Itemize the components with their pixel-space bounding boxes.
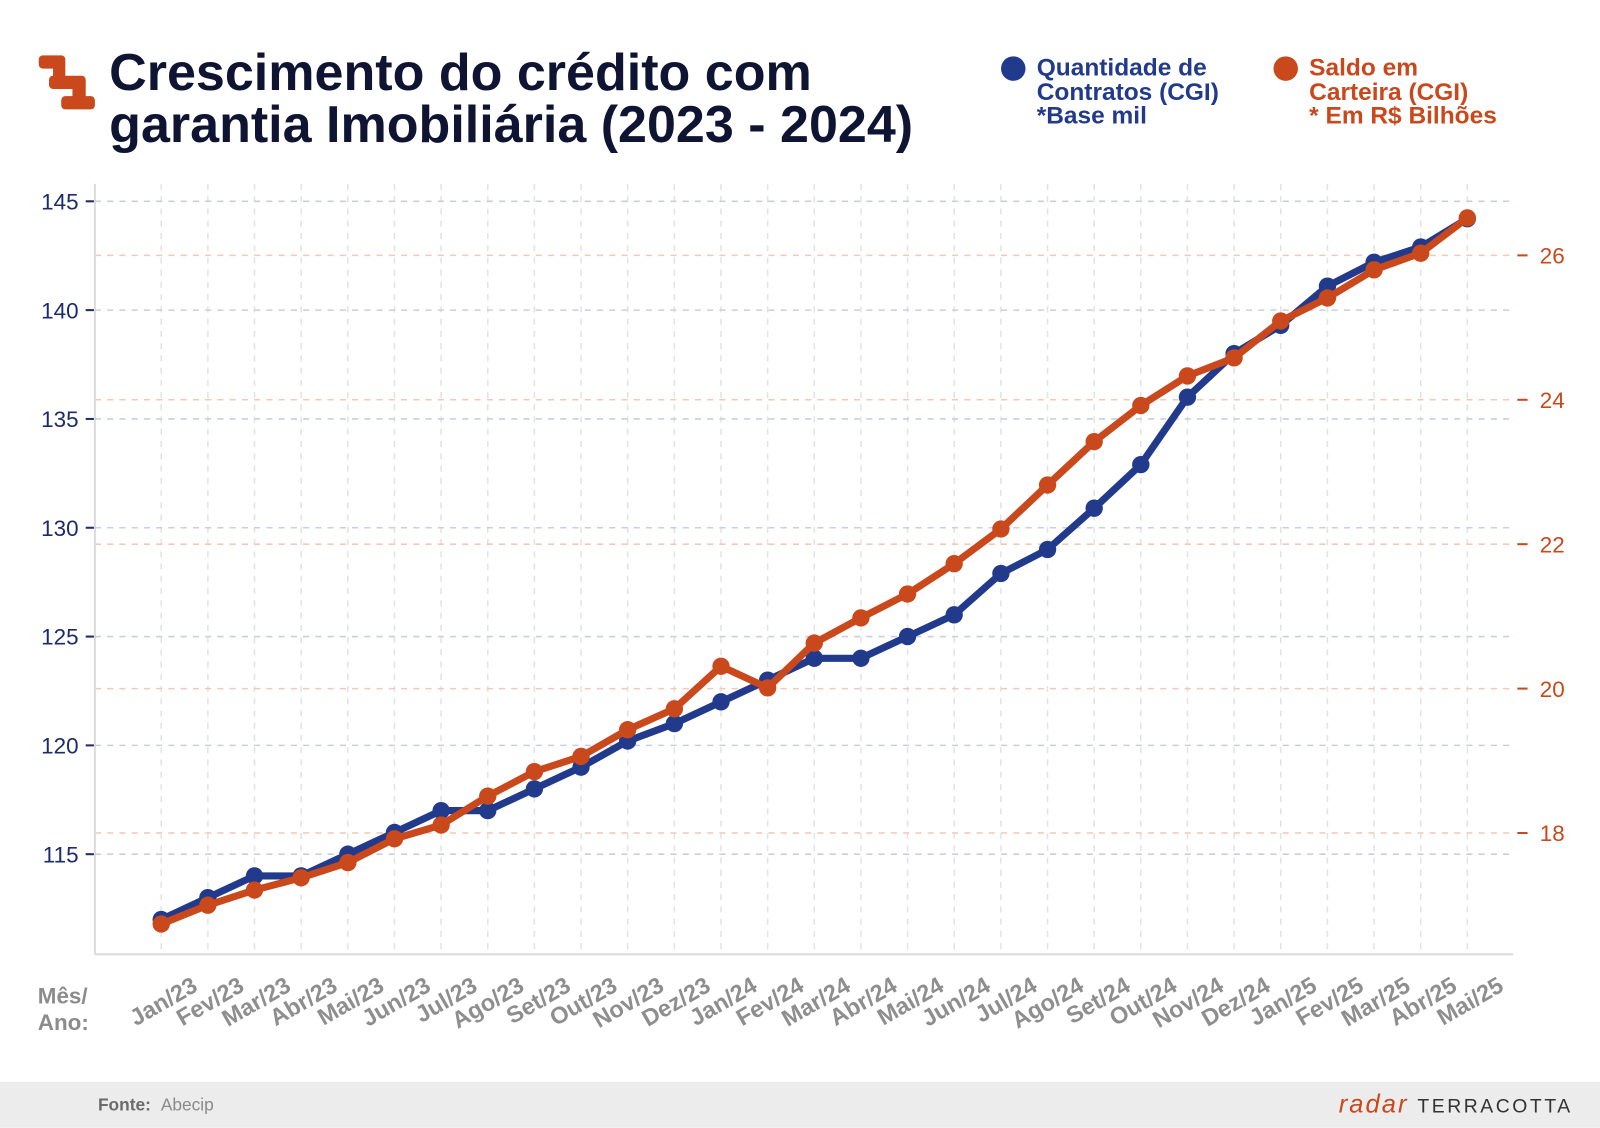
legend-label-saldo-line-1: Saldo em — [1309, 55, 1418, 82]
data-point-contratos-dez-23 — [665, 714, 684, 733]
legend-label-contratos-line-3: *Base mil — [1037, 103, 1147, 130]
x-axis-title-line-1: Mês/ — [38, 983, 89, 1008]
data-point-saldo-set-23 — [525, 762, 544, 781]
data-point-saldo-jan-24 — [712, 657, 730, 675]
data-point-contratos-jun-24 — [945, 606, 963, 624]
source-label: Fonte: — [98, 1094, 151, 1114]
data-point-saldo-mar-24 — [805, 634, 823, 652]
data-point-saldo-abr-25 — [1412, 244, 1430, 262]
legend-label-contratos-line-1: Quantidade de — [1037, 55, 1207, 82]
data-point-saldo-out-24 — [1132, 396, 1150, 415]
data-point-saldo-mai-23 — [339, 853, 357, 872]
data-point-saldo-jan-25 — [1272, 312, 1290, 330]
legend-marker-contratos — [1001, 56, 1026, 81]
data-point-contratos-set-23 — [525, 780, 544, 798]
chart-title-line-2: garantia Imobiliária (2023 - 2024) — [109, 96, 913, 154]
data-point-saldo-jul-23 — [432, 816, 450, 834]
data-point-saldo-dez-24 — [1225, 349, 1243, 367]
data-point-saldo-set-24 — [1085, 432, 1103, 451]
y-left-tick-label-140: 140 — [41, 298, 78, 323]
legend-item-saldo: Saldo em Carteira (CGI) * Em R$ Bilhões — [1273, 55, 1497, 130]
y-left-tick-label-135: 135 — [41, 407, 78, 432]
y-left-tick-label-145: 145 — [41, 189, 78, 214]
data-point-saldo-ago-24 — [1038, 476, 1057, 494]
footer-band — [0, 1081, 1600, 1128]
data-point-contratos-ago-23 — [479, 801, 497, 820]
data-point-saldo-jun-24 — [945, 555, 963, 573]
data-point-contratos-out-24 — [1132, 455, 1150, 474]
source-value: Abecip — [161, 1094, 214, 1114]
data-point-saldo-jan-23 — [152, 915, 170, 933]
chart-title-line-1: Crescimento do crédito com — [109, 44, 812, 102]
grid-lines — [94, 183, 1514, 955]
data-point-contratos-mar-23 — [245, 867, 264, 885]
terracotta-logo-icon — [38, 55, 95, 110]
brand-logo-radar: radar — [1339, 1090, 1409, 1118]
data-point-contratos-set-24 — [1085, 499, 1103, 517]
data-point-contratos-abr-24 — [852, 649, 870, 667]
data-point-saldo-fev-24 — [758, 679, 777, 697]
data-series — [152, 209, 1477, 933]
brand-logo-terracotta: TERRACOTTA — [1417, 1095, 1572, 1117]
legend-marker-saldo — [1273, 56, 1298, 81]
data-point-saldo-nov-24 — [1178, 367, 1197, 385]
data-point-saldo-fev-25 — [1318, 289, 1337, 307]
y-left-tick-label-115: 115 — [43, 842, 79, 867]
source-note: Fonte: Abecip — [98, 1094, 214, 1114]
data-point-saldo-jul-24 — [992, 520, 1010, 538]
data-point-saldo-mar-25 — [1365, 261, 1383, 279]
data-point-saldo-mai-25 — [1458, 209, 1477, 227]
data-point-contratos-jul-23 — [432, 801, 450, 820]
y-left-tick-label-120: 120 — [41, 734, 78, 759]
y-right-tick-label-18: 18 — [1540, 821, 1565, 846]
footer: Fonte: Abecip radar TERRACOTTA — [0, 1081, 1600, 1128]
data-point-saldo-fev-23 — [199, 896, 217, 914]
legend-label-saldo-line-2: Carteira (CGI) — [1309, 79, 1468, 106]
y-left-tick-label-130: 130 — [41, 516, 78, 541]
data-point-saldo-out-23 — [572, 747, 590, 766]
data-point-saldo-nov-23 — [618, 721, 637, 739]
legend-label-saldo-line-3: * Em R$ Bilhões — [1309, 103, 1497, 130]
data-point-saldo-abr-24 — [852, 609, 870, 627]
legend-label-contratos-line-2: Contratos (CGI) — [1037, 79, 1219, 106]
data-point-contratos-mar-24 — [805, 649, 823, 667]
data-point-saldo-dez-23 — [665, 700, 684, 718]
data-point-contratos-nov-24 — [1178, 388, 1197, 406]
data-point-contratos-jan-24 — [712, 693, 730, 711]
data-point-contratos-mai-24 — [898, 627, 917, 646]
data-point-saldo-abr-23 — [292, 869, 310, 887]
legend: Quantidade de Contratos (CGI) *Base mil … — [1001, 55, 1497, 130]
data-point-contratos-jul-24 — [992, 564, 1010, 583]
data-point-saldo-mar-23 — [245, 881, 264, 899]
data-point-saldo-jun-23 — [385, 830, 404, 848]
data-point-saldo-mai-24 — [898, 585, 917, 603]
y-left-tick-label-125: 125 — [41, 625, 78, 650]
data-point-saldo-ago-23 — [479, 787, 497, 805]
y-right-tick-label-24: 24 — [1540, 388, 1565, 413]
y-right-tick-label-26: 26 — [1540, 244, 1565, 269]
legend-item-contratos: Quantidade de Contratos (CGI) *Base mil — [1001, 55, 1219, 130]
data-point-contratos-ago-24 — [1038, 540, 1057, 559]
x-axis-title-line-2: Ano: — [38, 1010, 89, 1035]
y-right-tick-label-20: 20 — [1540, 677, 1565, 702]
y-right-tick-label-22: 22 — [1540, 532, 1565, 557]
